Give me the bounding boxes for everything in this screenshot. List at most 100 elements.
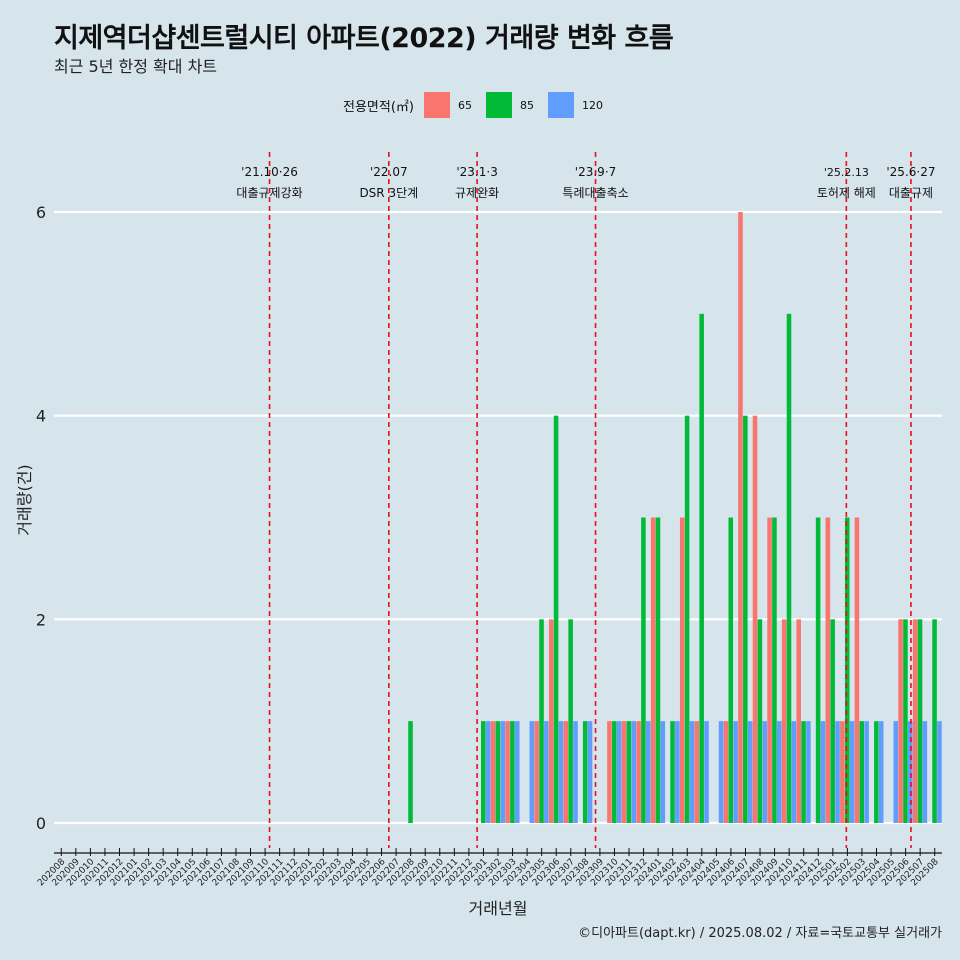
- y-tick-label-0: 0: [36, 814, 46, 833]
- bar-120-202406: [733, 721, 738, 823]
- bar-85-202506: [903, 619, 908, 823]
- bar-65-202410: [781, 619, 787, 823]
- chart-subtitle: 최근 5년 한정 확대 차트: [54, 57, 218, 76]
- y-tick-label-4: 4: [36, 407, 46, 426]
- bar-65-202411: [796, 619, 801, 823]
- x-axis-title: 거래년월: [469, 899, 528, 918]
- bar-85-202308: [582, 721, 588, 823]
- bar-65-202407: [738, 212, 743, 823]
- bar-85-202410: [786, 313, 792, 823]
- bar-65-202409: [767, 517, 772, 823]
- bar-65-202307: [563, 721, 569, 823]
- bar-65-202502: [840, 721, 845, 823]
- bar-120-202405: [718, 721, 724, 823]
- event-date-label-1: '22.07: [370, 165, 408, 179]
- bar-65-202311: [621, 721, 627, 823]
- bar-120-202306: [558, 721, 564, 823]
- bar-85-202507: [917, 619, 923, 823]
- bar-120-202502: [849, 721, 855, 823]
- bar-85-202407: [743, 415, 748, 823]
- bar-85-202412: [815, 517, 821, 823]
- event-desc-label-0: 대출규제강화: [236, 186, 302, 200]
- event-desc-label-3: 특례대출축소: [562, 186, 628, 200]
- bar-85-202401: [655, 517, 661, 823]
- bar-65-202401: [650, 517, 656, 823]
- bar-120-202503: [864, 721, 869, 823]
- bar-120-202308: [587, 721, 593, 823]
- bar-65-202305: [534, 721, 539, 823]
- legend-item-65: 65: [423, 92, 476, 118]
- bar-120-202305: [544, 721, 549, 823]
- bar-65-202306: [548, 619, 554, 823]
- bar-85-202306: [553, 415, 559, 823]
- bar-120-202307: [573, 721, 578, 823]
- legend-label-120: 120: [581, 98, 603, 112]
- bar-85-202307: [568, 619, 573, 823]
- bar-85-202303: [510, 721, 515, 823]
- bar-85-202503: [859, 721, 865, 823]
- event-date-label-2: '23.1·3: [456, 165, 497, 179]
- bar-65-202506: [898, 619, 903, 823]
- bar-120-202508: [937, 721, 942, 823]
- bar-85-202302: [495, 721, 501, 823]
- bar-65-202408: [752, 415, 758, 823]
- bar-120-202301: [485, 721, 491, 823]
- bar-120-202506: [908, 721, 913, 823]
- bar-85-202310: [612, 721, 617, 823]
- event-desc-label-5: 대출규제: [889, 186, 933, 200]
- bar-65-202404: [694, 721, 700, 823]
- legend-item-120: 120: [547, 92, 607, 118]
- event-date-label-5: '25.6·27: [886, 165, 935, 179]
- bar-85-202305: [539, 619, 544, 823]
- legend-title: 전용면적(㎡): [343, 99, 414, 115]
- bar-85-202411: [801, 721, 806, 823]
- bar-85-202311: [626, 721, 632, 823]
- event-desc-label-4: 토허제 해제: [817, 186, 876, 200]
- event-date-label-0: '21.10·26: [241, 165, 298, 179]
- bar-65-202406: [723, 721, 729, 823]
- bar-85-202301: [481, 721, 486, 823]
- bar-65-202303: [505, 721, 510, 823]
- bar-120-202312: [646, 721, 651, 823]
- y-tick-label-6: 6: [36, 203, 46, 222]
- y-axis-title: 거래량(건): [15, 464, 34, 535]
- bar-120-202411: [806, 721, 811, 823]
- bar-120-202401: [660, 721, 666, 823]
- bar-65-202312: [636, 721, 641, 823]
- bar-85-202403: [684, 415, 690, 823]
- bar-85-202501: [830, 619, 835, 823]
- bar-120-202303: [514, 721, 520, 823]
- legend-swatch-85: [485, 92, 512, 118]
- legend: 전용면적(㎡) 65 85 120: [0, 92, 960, 118]
- bar-120-202412: [820, 721, 826, 823]
- bar-85-202502: [844, 517, 850, 823]
- bar-85-202312: [641, 517, 646, 823]
- bar-85-202408: [757, 619, 763, 823]
- bar-85-202508: [932, 619, 937, 823]
- legend-item-85: 85: [485, 92, 538, 118]
- legend-label-65: 65: [457, 98, 472, 112]
- bar-65-202503: [854, 517, 860, 823]
- bar-120-202407: [747, 721, 753, 823]
- bar-120-202402: [675, 721, 680, 823]
- bar-120-202310: [616, 721, 622, 823]
- bar-85-202404: [699, 313, 704, 823]
- bar-85-202504: [874, 721, 879, 823]
- bar-65-202403: [679, 517, 685, 823]
- bar-120-202501: [835, 721, 840, 823]
- legend-swatch-65: [423, 92, 450, 118]
- event-desc-label-1: DSR 3단계: [359, 186, 418, 200]
- bar-85-202208: [408, 721, 413, 823]
- bar-120-202302: [500, 721, 505, 823]
- bar-65-202302: [490, 721, 496, 823]
- bar-120-202507: [922, 721, 928, 823]
- bar-65-202501: [825, 517, 831, 823]
- bar-85-202409: [772, 517, 777, 823]
- bar-120-202311: [631, 721, 636, 823]
- event-date-label-3: '23.9·7: [575, 165, 616, 179]
- bar-65-202507: [912, 619, 918, 823]
- bar-120-202408: [762, 721, 768, 823]
- event-desc-label-2: 규제완화: [455, 186, 499, 200]
- bar-120-202304: [529, 721, 535, 823]
